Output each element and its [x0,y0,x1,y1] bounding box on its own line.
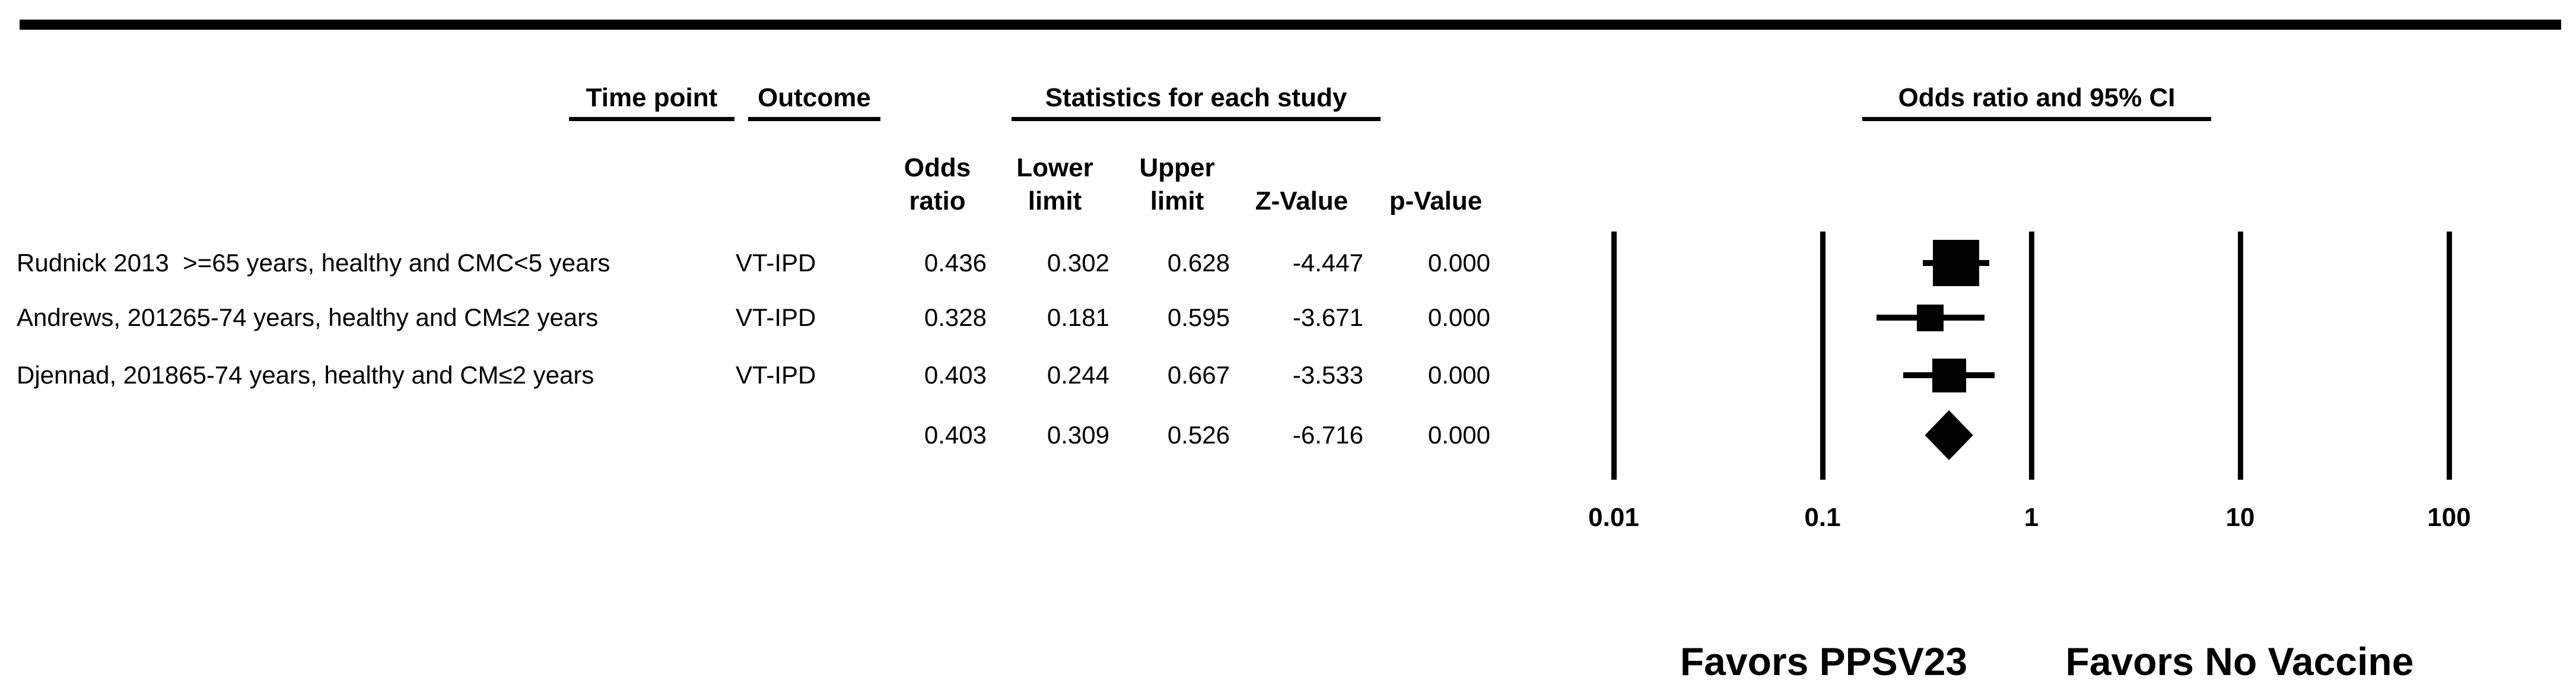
favors-right-label: Favors No Vaccine [2065,639,2414,683]
column-header-odds-ratio-ci: Odds ratio and 95% CI [1862,83,2211,121]
stat-value-cell: -4.447 [1292,249,1363,277]
forest-square [1932,358,1966,392]
stat-header-ratio: Odds ratio [860,151,1015,218]
study-row-label: Djennad, 201865-74 years, healthy and CM… [17,361,594,389]
stat-header-p-value: p-Value [1359,151,1513,218]
summary-diamond [1925,410,1973,460]
stat-header-limit: Lower limit [978,151,1132,218]
stat-value-cell: 0.403 [924,361,987,389]
top-rule [20,20,2561,30]
stat-value-cell: 0.244 [1047,361,1109,389]
stat-value-cell: 0.526 [1167,421,1230,449]
axis-line [2238,232,2243,480]
column-header-time-point: Time point [569,83,734,121]
stat-header-z-value: Z-Value [1225,151,1379,218]
axis-tick-label: 100 [2427,503,2471,532]
stat-value-cell: 0.000 [1427,361,1490,389]
stat-value-cell: 0.628 [1167,249,1230,277]
stat-value-cell: 0.000 [1427,421,1490,449]
axis-line [1611,232,1617,480]
stat-header-line1: Odds [904,153,971,182]
axis-tick-label: 0.01 [1588,503,1639,532]
study-row-outcome: VT-IPD [736,361,816,389]
stat-value-cell: 0.302 [1047,249,1109,277]
forest-square [1917,304,1944,331]
stat-value-cell: 0.000 [1427,303,1490,331]
stat-header-line2: limit [1028,186,1082,216]
stat-value-cell: 0.595 [1167,303,1230,331]
study-row-label: Rudnick 2013 >=65 years, healthy and CMC… [17,249,610,277]
axis-tick-label: 1 [2024,503,2039,532]
stat-value-cell: 0.181 [1047,303,1109,331]
axis-line [1820,232,1826,480]
forest-square [1933,240,1980,286]
stat-header-line2: ratio [909,186,966,216]
favors-left-label: Favors PPSV23 [1680,639,1968,683]
stat-header-line2: p-Value [1389,186,1483,216]
axis-line [2447,232,2452,480]
stat-value-cell: 0.328 [924,303,987,331]
stat-header-line1: Lower [1016,153,1093,182]
stat-header-line1: Upper [1139,153,1215,182]
stat-header-line1 [1225,151,1379,185]
stat-value-cell: 0.403 [924,421,987,449]
axis-tick-label: 0.1 [1804,503,1841,532]
stat-value-cell: 0.000 [1427,249,1490,277]
stat-header-limit: Upper limit [1100,151,1254,218]
stat-value-cell: 0.436 [924,249,987,277]
study-row-label: Andrews, 201265-74 years, healthy and CM… [17,303,599,331]
axis-tick-label: 10 [2225,503,2255,532]
stat-header-line2: limit [1150,186,1204,216]
stat-value-cell: -6.716 [1292,421,1363,449]
stat-header-line1 [1359,151,1513,185]
stat-value-cell: 0.309 [1047,421,1109,449]
stat-value-cell: -3.671 [1292,303,1363,331]
stat-value-cell: -3.533 [1292,361,1363,389]
study-row-outcome: VT-IPD [736,249,816,277]
stat-header-line2: Z-Value [1255,186,1349,216]
column-header-outcome: Outcome [748,83,880,121]
column-header-statistics: Statistics for each study [1012,83,1381,121]
stat-value-cell: 0.667 [1167,361,1230,389]
axis-line [2029,232,2034,480]
study-row-outcome: VT-IPD [736,303,816,331]
